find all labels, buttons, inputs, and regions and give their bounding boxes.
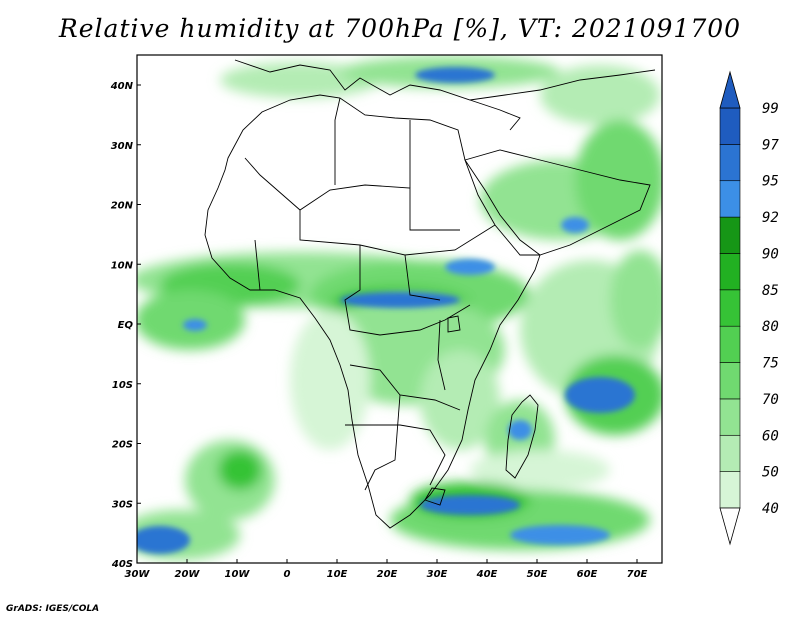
lat-tick-label: 40N	[110, 81, 134, 92]
colorbar-label: 75	[762, 356, 779, 372]
colorbar-box	[719, 434, 741, 472]
lon-tick-label: 50E	[527, 569, 548, 580]
colorbar-label: 97	[762, 137, 779, 153]
lon-tick-label: 40E	[476, 569, 498, 580]
lon-tick-label: 20W	[175, 569, 201, 580]
colorbar-label: 92	[762, 210, 779, 226]
colorbar-box	[719, 107, 741, 145]
colorbar-label: 70	[762, 392, 779, 408]
colorbar-label: 95	[762, 174, 779, 190]
colorbar-box	[719, 362, 741, 400]
lat-tick-label: 40S	[111, 559, 133, 570]
colorbar-box	[719, 398, 741, 436]
colorbar: 40 50 60 70 75 80 85 90 92 95 97 99	[719, 70, 779, 546]
colorbar-label: 90	[762, 246, 779, 262]
colorbar-bottom-arrow	[719, 507, 741, 546]
coastlines	[204, 59, 656, 529]
lon-tick-label: 30E	[427, 569, 448, 580]
lon-tick-label: 60E	[577, 569, 598, 580]
lat-tick-label: 20S	[112, 440, 133, 451]
lon-tick-label: 10E	[327, 569, 348, 580]
colorbar-box	[719, 253, 741, 291]
colorbar-label: 99	[762, 101, 779, 117]
colorbar-box	[719, 216, 741, 254]
colorbar-box	[719, 289, 741, 327]
colorbar-label: 40	[762, 501, 779, 517]
lon-tick-label: 10W	[225, 569, 251, 580]
colorbar-label: 85	[762, 283, 779, 299]
lat-tick-label: 10S	[112, 380, 133, 391]
lat-tick-label: 20N	[111, 201, 134, 212]
colorbar-label: 50	[762, 465, 779, 481]
lon-tick-label: 70E	[627, 569, 648, 580]
lat-tick-label: 30S	[112, 499, 133, 510]
humidity-field	[137, 56, 662, 560]
longitude-ticks: 30W 20W 10W 0 10E 20E 30E 40E 50E 60E 70E	[125, 559, 648, 580]
lat-tick-label: 10N	[111, 260, 134, 271]
map-border	[136, 54, 663, 564]
colorbar-label: 80	[762, 319, 779, 335]
colorbar-box	[719, 325, 741, 363]
colorbar-label: 60	[762, 428, 779, 444]
lon-tick-label: 20E	[377, 569, 398, 580]
lon-tick-label: 0	[284, 569, 291, 580]
grads-credit: GrADS: IGES/COLA	[6, 604, 100, 614]
lat-tick-label: EQ	[118, 320, 134, 331]
colorbar-top-arrow	[719, 70, 741, 109]
lat-tick-label: 30N	[111, 141, 134, 152]
map-title: Relative humidity at 700hPa [%], VT: 202…	[58, 14, 742, 43]
colorbar-box	[719, 180, 741, 218]
latitude-ticks: 40N 30N 20N 10N EQ 10S 20S 30S 40S	[110, 81, 141, 570]
lon-tick-label: 30W	[125, 569, 151, 580]
colorbar-box	[719, 471, 741, 509]
colorbar-box	[719, 144, 741, 182]
